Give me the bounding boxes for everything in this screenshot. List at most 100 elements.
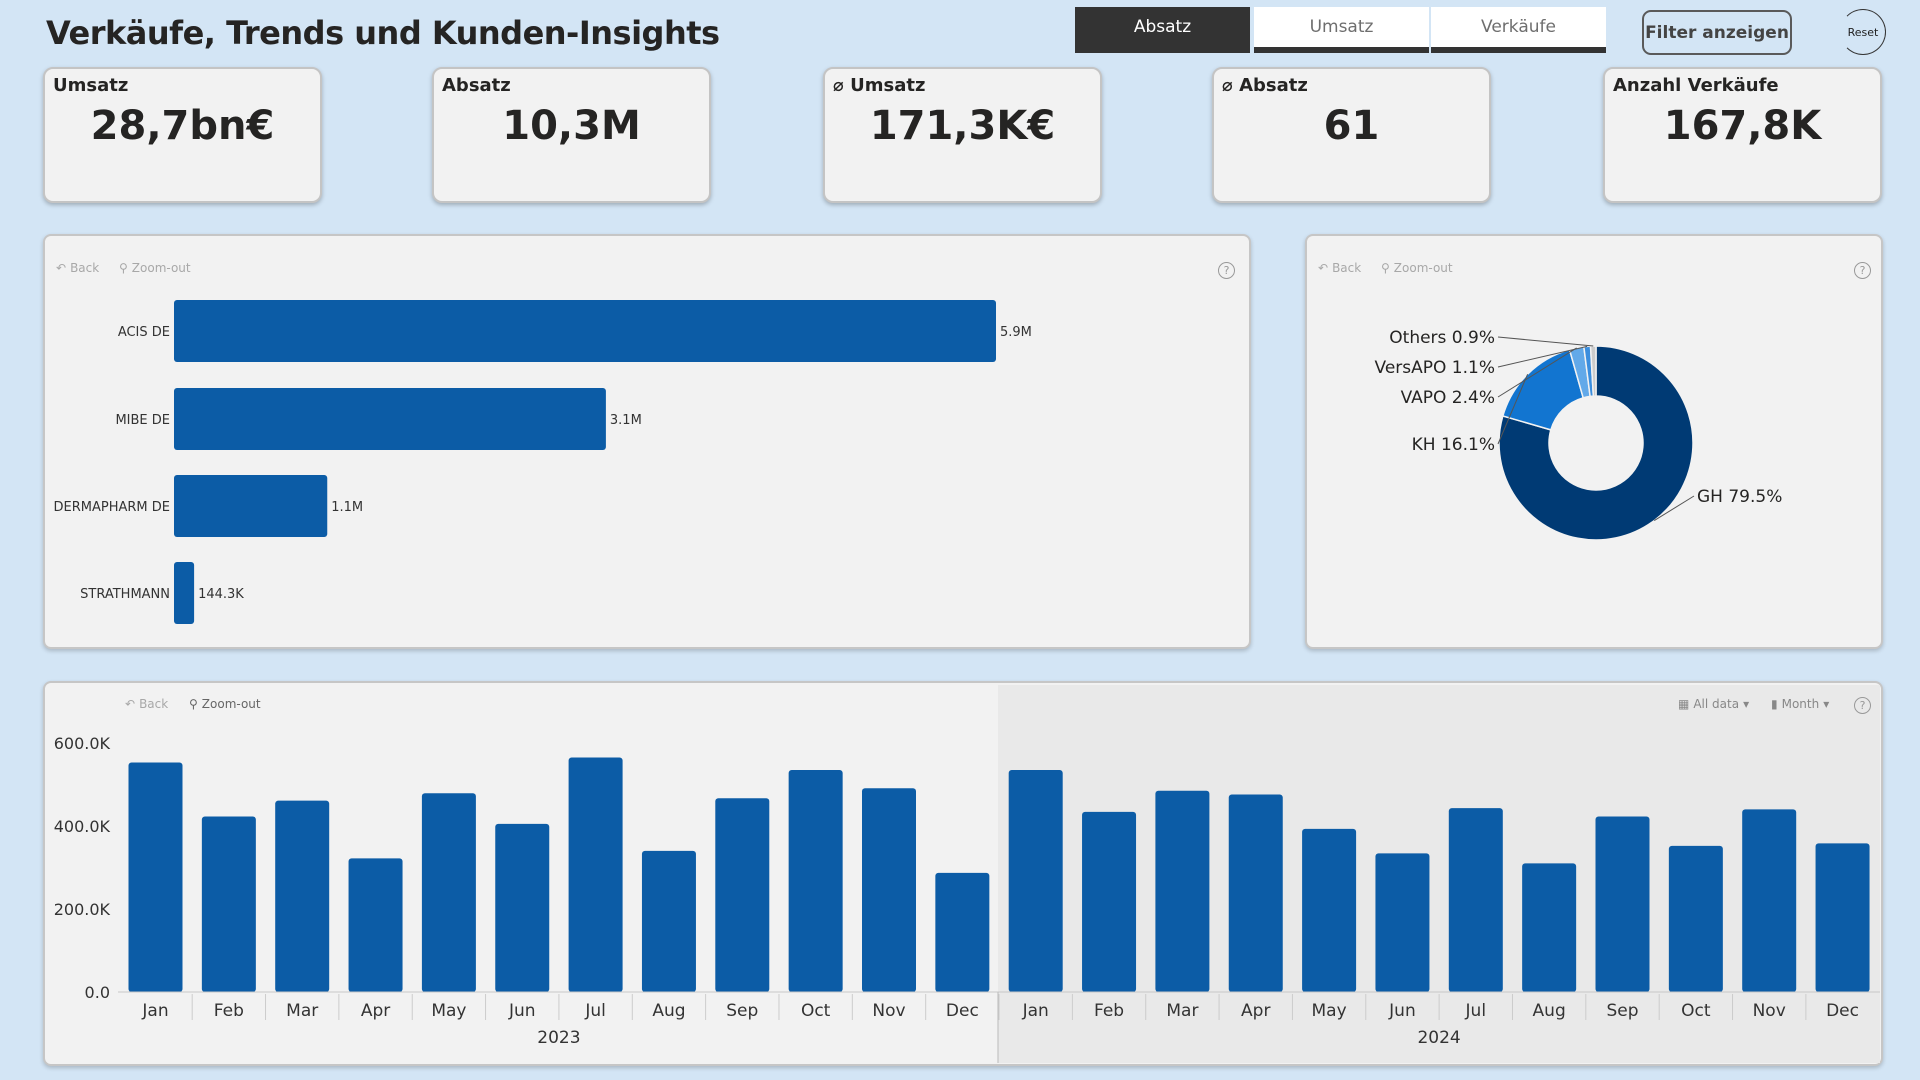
customer-type-donut-panel — [1305, 234, 1883, 649]
help-icon[interactable]: ? — [1854, 262, 1871, 279]
show-filter-button[interactable]: Filter anzeigen — [1642, 10, 1792, 55]
kpi-value: 28,7bn€ — [90, 103, 275, 149]
kpi-label: Anzahl Verkäufe — [1613, 75, 1779, 96]
column-bar — [1228, 794, 1283, 992]
kpi-value: 10,3M — [502, 103, 641, 149]
kpi-card-umsatz: Umsatz 28,7bn€ — [43, 67, 322, 203]
back-arrow-icon: ↶ — [1318, 261, 1329, 275]
month-label: Sep — [1606, 1001, 1638, 1021]
back-arrow-icon: ↶ — [125, 697, 136, 711]
month-label: Dec — [1826, 1001, 1859, 1021]
calendar-icon: ▦ — [1678, 697, 1690, 711]
column-bar — [1302, 828, 1357, 992]
column-bar — [1008, 769, 1063, 992]
column-bar — [568, 757, 623, 992]
month-label: May — [431, 1001, 466, 1021]
kpi-label: Absatz — [442, 75, 511, 96]
month-label: Jun — [508, 1001, 536, 1021]
year-2023-axis-band — [118, 992, 998, 1063]
caret-down-icon: ▾ — [1743, 697, 1750, 711]
back-button[interactable]: ↶ Back — [125, 697, 168, 711]
month-label: Jul — [584, 1001, 606, 1021]
year-label: 2024 — [1417, 1028, 1460, 1048]
back-button[interactable]: ↶ Back — [56, 261, 99, 275]
column-bar — [348, 858, 403, 992]
month-label: Mar — [286, 1001, 318, 1021]
bar-mibe-de — [174, 388, 606, 450]
month-label: Nov — [872, 1001, 905, 1021]
month-label: Dec — [946, 1001, 979, 1021]
column-bar — [275, 800, 330, 992]
bar-chart-icon: ▮ — [1771, 697, 1778, 711]
zoom-out-button[interactable]: ⚲ Zoom-out — [1381, 261, 1453, 275]
slice-label: GH 79.5% — [1697, 487, 1782, 507]
column-bar — [862, 788, 916, 992]
back-label: Back — [139, 697, 169, 711]
bar-acis-de — [174, 300, 996, 362]
month-label: Jul — [1465, 1001, 1487, 1021]
data-label: 1.1M — [331, 500, 363, 515]
slice-label: KH 16.1% — [1412, 435, 1495, 455]
caret-down-icon: ▾ — [1823, 697, 1830, 711]
kpi-card-avg-absatz: ⌀ Absatz 61 — [1212, 67, 1491, 203]
donut-slice-gh — [1498, 345, 1694, 541]
y-tick-label: 600.0K — [54, 734, 111, 753]
help-icon[interactable]: ? — [1854, 697, 1871, 714]
all-data-label: All data — [1693, 697, 1740, 711]
donut-slice-kh — [1501, 348, 1585, 431]
leader-line — [1497, 374, 1529, 445]
column-bar — [1082, 811, 1137, 992]
column-bar — [201, 816, 256, 992]
category-label: STRATHMANN — [80, 587, 170, 602]
month-label: Apr — [361, 1001, 390, 1021]
month-label: Jan — [1022, 1001, 1049, 1021]
kpi-label: ⌀ Umsatz — [833, 75, 926, 96]
month-label: Aug — [652, 1001, 685, 1021]
kpi-card-anzahl-verkaeufe: Anzahl Verkäufe 167,8K — [1603, 67, 1882, 203]
back-button[interactable]: ↶ Back — [1318, 261, 1361, 275]
category-label: DERMAPHARM DE — [54, 500, 170, 515]
kpi-value: 167,8K — [1663, 103, 1822, 149]
column-bar — [1375, 853, 1430, 992]
column-bar — [421, 793, 476, 992]
reset-button[interactable]: Reset — [1840, 9, 1886, 55]
column-bar — [1155, 790, 1210, 992]
y-tick-label: 0.0 — [85, 983, 110, 1002]
bar-dermapharm-de — [174, 475, 328, 537]
tab-absatz[interactable]: Absatz — [1075, 7, 1250, 53]
slice-label: VAPO 2.4% — [1401, 388, 1495, 408]
year-label: 2023 — [537, 1028, 580, 1048]
kpi-label: Umsatz — [53, 75, 129, 96]
month-dropdown[interactable]: ▮ Month ▾ — [1771, 697, 1829, 711]
column-bar — [935, 872, 990, 992]
data-label: 3.1M — [610, 413, 642, 428]
y-tick-label: 200.0K — [54, 900, 111, 919]
zoom-out-icon: ⚲ — [189, 697, 198, 711]
category-label: ACIS DE — [118, 325, 170, 340]
month-label: Nov — [1753, 1001, 1786, 1021]
zoom-out-button[interactable]: ⚲ Zoom-out — [189, 697, 261, 711]
kpi-label: ⌀ Absatz — [1222, 75, 1308, 96]
bar-strathmann — [174, 562, 195, 624]
month-label: Aug — [1533, 1001, 1566, 1021]
month-label: Feb — [1094, 1001, 1124, 1021]
kpi-card-absatz: Absatz 10,3M — [432, 67, 711, 203]
slice-label: Others 0.9% — [1389, 328, 1495, 348]
zoom-out-button[interactable]: ⚲ Zoom-out — [119, 261, 191, 275]
month-label: Apr — [1241, 1001, 1270, 1021]
back-label: Back — [70, 261, 100, 275]
column-bar — [788, 769, 843, 992]
column-bar — [1448, 808, 1503, 992]
zoom-out-label: Zoom-out — [1393, 261, 1453, 275]
tab-verkaeufe[interactable]: Verkäufe — [1431, 7, 1606, 53]
data-label: 144.3K — [198, 587, 244, 602]
column-bar — [495, 823, 550, 992]
leader-line — [1653, 495, 1695, 521]
tab-umsatz[interactable]: Umsatz — [1254, 7, 1429, 53]
leader-line — [1497, 345, 1588, 368]
all-data-dropdown[interactable]: ▦ All data ▾ — [1678, 697, 1749, 711]
column-bar — [1815, 843, 1870, 992]
back-arrow-icon: ↶ — [56, 261, 67, 275]
help-icon[interactable]: ? — [1218, 262, 1235, 279]
